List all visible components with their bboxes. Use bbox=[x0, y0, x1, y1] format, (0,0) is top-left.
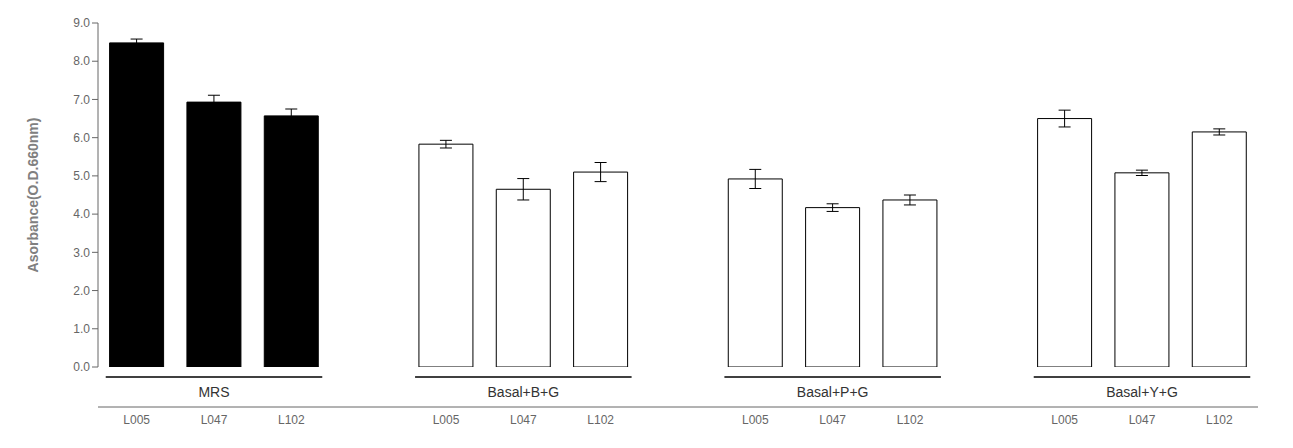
svg-text:L102: L102 bbox=[1206, 413, 1233, 427]
svg-text:Basal+P+G: Basal+P+G bbox=[797, 384, 869, 400]
svg-text:L005: L005 bbox=[123, 413, 150, 427]
svg-text:5.0: 5.0 bbox=[73, 169, 90, 183]
svg-text:8.0: 8.0 bbox=[73, 54, 90, 68]
svg-text:L005: L005 bbox=[742, 413, 769, 427]
svg-text:L005: L005 bbox=[433, 413, 460, 427]
svg-text:L102: L102 bbox=[587, 413, 614, 427]
svg-text:6.0: 6.0 bbox=[73, 131, 90, 145]
svg-text:L102: L102 bbox=[278, 413, 305, 427]
svg-text:L005: L005 bbox=[1051, 413, 1078, 427]
svg-text:0.0: 0.0 bbox=[73, 360, 90, 374]
svg-text:L047: L047 bbox=[201, 413, 228, 427]
svg-text:4.0: 4.0 bbox=[73, 207, 90, 221]
svg-text:Basal+B+G: Basal+B+G bbox=[488, 384, 560, 400]
svg-text:9.0: 9.0 bbox=[73, 16, 90, 30]
svg-text:L047: L047 bbox=[510, 413, 537, 427]
svg-text:2.0: 2.0 bbox=[73, 284, 90, 298]
svg-text:3.0: 3.0 bbox=[73, 246, 90, 260]
svg-text:L047: L047 bbox=[1129, 413, 1156, 427]
svg-text:MRS: MRS bbox=[198, 384, 229, 400]
svg-text:Basal+Y+G: Basal+Y+G bbox=[1106, 384, 1178, 400]
svg-text:L047: L047 bbox=[819, 413, 846, 427]
svg-text:Asorbance(O.D.660nm): Asorbance(O.D.660nm) bbox=[25, 118, 41, 273]
svg-text:L102: L102 bbox=[897, 413, 924, 427]
svg-text:1.0: 1.0 bbox=[73, 322, 90, 336]
svg-text:7.0: 7.0 bbox=[73, 93, 90, 107]
